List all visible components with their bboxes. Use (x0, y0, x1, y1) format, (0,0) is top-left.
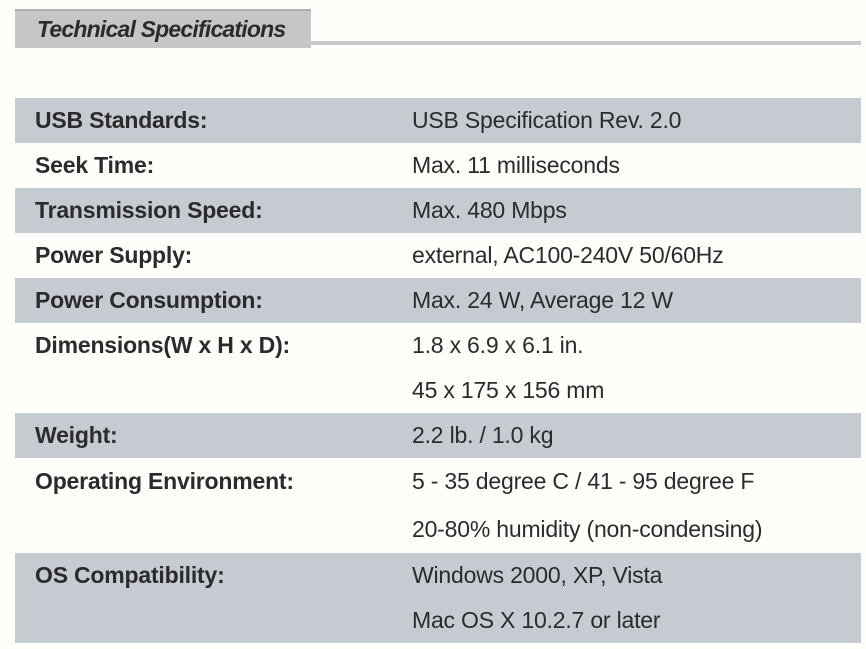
spec-row-power-supply: Power Supply: external, AC100-240V 50/60… (15, 233, 861, 278)
section-title-box: Technical Specifications (15, 9, 311, 48)
spec-row-transmission-speed: Transmission Speed: Max. 480 Mbps (15, 188, 861, 233)
spec-label: Operating Environment: (35, 468, 294, 495)
spec-row-operating-environment: Operating Environment: 5 - 35 degree C /… (15, 458, 861, 553)
spec-value: Max. 11 milliseconds (412, 152, 620, 178)
page-title: Technical Specifications (37, 16, 286, 42)
spec-value: USB Specification Rev. 2.0 (412, 107, 682, 133)
spec-value: 2.2 lb. / 1.0 kg (412, 422, 554, 448)
spec-label: Seek Time: (35, 152, 155, 178)
spec-value: 20-80% humidity (non-condensing) (412, 515, 763, 542)
spec-label: Weight: (35, 422, 118, 448)
spec-row-usb-standards: USB Standards: USB Specification Rev. 2.… (15, 98, 861, 143)
spec-value: 45 x 175 x 156 mm (412, 377, 605, 403)
spec-label: OS Compatibility: (35, 562, 225, 588)
spec-value: Max. 24 W, Average 12 W (412, 287, 673, 313)
spec-label: Power Supply: (35, 242, 193, 268)
spec-value: Windows 2000, XP, Vista (412, 562, 663, 588)
spec-value: 5 - 35 degree C / 41 - 95 degree F (412, 468, 755, 495)
spec-label: Transmission Speed: (35, 197, 263, 223)
spec-label: Power Consumption: (35, 287, 263, 313)
spec-value: Mac OS X 10.2.7 or later (412, 607, 661, 633)
spec-value: Max. 480 Mbps (412, 197, 567, 223)
spec-label: USB Standards: (35, 107, 208, 133)
spec-label: Dimensions(W x H x D): (35, 332, 291, 358)
spec-value: external, AC100-240V 50/60Hz (412, 242, 724, 268)
header-rule (305, 41, 861, 45)
spec-table: USB Standards: USB Specification Rev. 2.… (15, 98, 861, 643)
spec-row-seek-time: Seek Time: Max. 11 milliseconds (15, 143, 861, 188)
spec-row-os-compatibility: OS Compatibility: Windows 2000, XP, Vist… (15, 553, 861, 643)
spec-row-weight: Weight: 2.2 lb. / 1.0 kg (15, 413, 861, 458)
spec-row-power-consumption: Power Consumption: Max. 24 W, Average 12… (15, 278, 861, 323)
spec-row-dimensions: Dimensions(W x H x D): 1.8 x 6.9 x 6.1 i… (15, 323, 861, 413)
spec-value: 1.8 x 6.9 x 6.1 in. (412, 332, 584, 358)
